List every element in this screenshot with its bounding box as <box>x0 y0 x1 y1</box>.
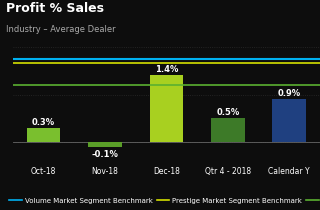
Bar <box>88 142 122 147</box>
Text: 0.5%: 0.5% <box>216 108 239 117</box>
Legend: Volume Market Segment Benchmark, Prestige Market Segment Benchmark, Luxury Marke: Volume Market Segment Benchmark, Prestig… <box>7 195 320 206</box>
Bar <box>211 118 245 142</box>
Bar <box>27 128 60 142</box>
Text: 0.3%: 0.3% <box>32 118 55 127</box>
Text: 1.4%: 1.4% <box>155 65 178 74</box>
Text: Industry – Average Dealer: Industry – Average Dealer <box>6 25 116 34</box>
Text: Profit % Sales: Profit % Sales <box>6 2 104 15</box>
Bar <box>149 75 183 142</box>
Bar <box>272 99 306 142</box>
Text: 0.9%: 0.9% <box>278 89 301 98</box>
Text: -0.1%: -0.1% <box>92 150 118 159</box>
